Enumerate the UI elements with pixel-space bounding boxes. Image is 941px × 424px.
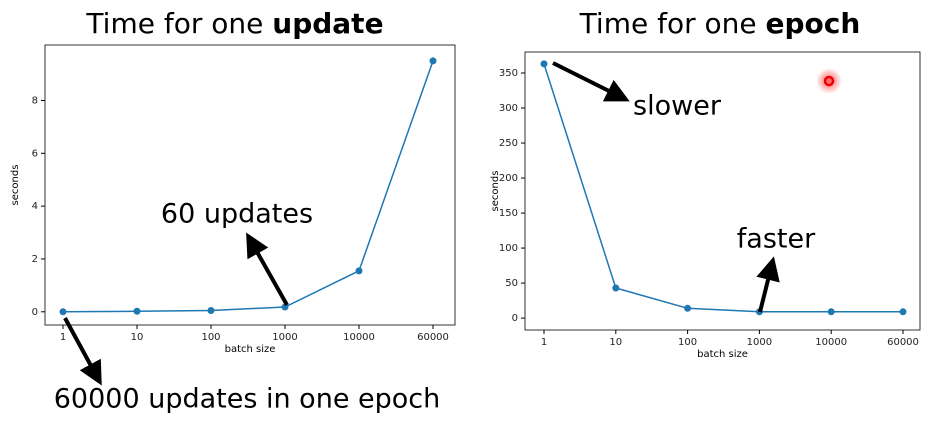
y-tick-label: 0 [512, 313, 518, 324]
cursor-dot [823, 75, 835, 87]
point [207, 306, 215, 314]
y-tick-label: 350 [499, 68, 518, 79]
x-tick-label: 10000 [343, 332, 375, 343]
point [540, 60, 548, 68]
x-tick-label: 60000 [417, 332, 449, 343]
title-text: Time for one [85, 7, 263, 40]
y-tick-label: 0 [32, 307, 38, 318]
point [355, 267, 363, 275]
x-tick-label: 10 [609, 337, 622, 348]
y-tick-label: 200 [499, 173, 518, 184]
y-tick-label: 6 [32, 148, 38, 159]
arrow [756, 256, 780, 313]
x-axis-label: batch size [697, 349, 748, 360]
x-tick-label: 1 [60, 332, 66, 343]
point [827, 308, 835, 316]
annotation: 60000 updates in one epoch [54, 384, 441, 415]
x-tick-label: 100 [201, 332, 220, 343]
title-emphasis: update [272, 7, 383, 40]
x-tick-label: 10000 [815, 337, 847, 348]
title-emphasis: epoch [766, 7, 861, 40]
y-tick-label: 300 [499, 103, 518, 114]
point [281, 303, 289, 311]
x-tick-label: 100 [678, 337, 697, 348]
point [684, 304, 692, 312]
plot-frame [524, 51, 921, 331]
x-tick-label: 10 [131, 332, 144, 343]
x-axis-label: batch size [225, 344, 276, 355]
y-axis-label: seconds [490, 171, 501, 212]
title-text: Time for one [579, 7, 757, 40]
arrow [63, 317, 102, 386]
y-tick-label: 250 [499, 138, 518, 149]
y-tick-label: 100 [499, 243, 518, 254]
point [133, 307, 141, 315]
annotation: faster [737, 224, 816, 255]
y-tick-label: 50 [505, 278, 518, 289]
point [59, 308, 67, 316]
plot-frame [44, 44, 456, 326]
annotation: 60 updates [161, 199, 313, 230]
point [612, 284, 620, 292]
x-tick-label: 1 [541, 337, 547, 348]
x-tick-label: 1000 [747, 337, 772, 348]
point [899, 308, 907, 316]
chart-title: Time for one epoch [579, 7, 861, 40]
annotation: slower [633, 91, 722, 122]
y-tick-label: 4 [32, 201, 38, 212]
line [62, 60, 434, 313]
cursor-highlight [816, 68, 842, 94]
arrow [246, 232, 289, 306]
chart-title: Time for one update [85, 7, 383, 40]
arrow [552, 61, 630, 102]
line [543, 63, 903, 313]
y-axis-label: seconds [10, 165, 21, 206]
x-tick-label: 60000 [887, 337, 919, 348]
y-tick-label: 8 [32, 95, 38, 106]
x-tick-label: 1000 [272, 332, 297, 343]
y-tick-label: 150 [499, 208, 518, 219]
y-tick-label: 2 [32, 254, 38, 265]
point [429, 57, 437, 65]
